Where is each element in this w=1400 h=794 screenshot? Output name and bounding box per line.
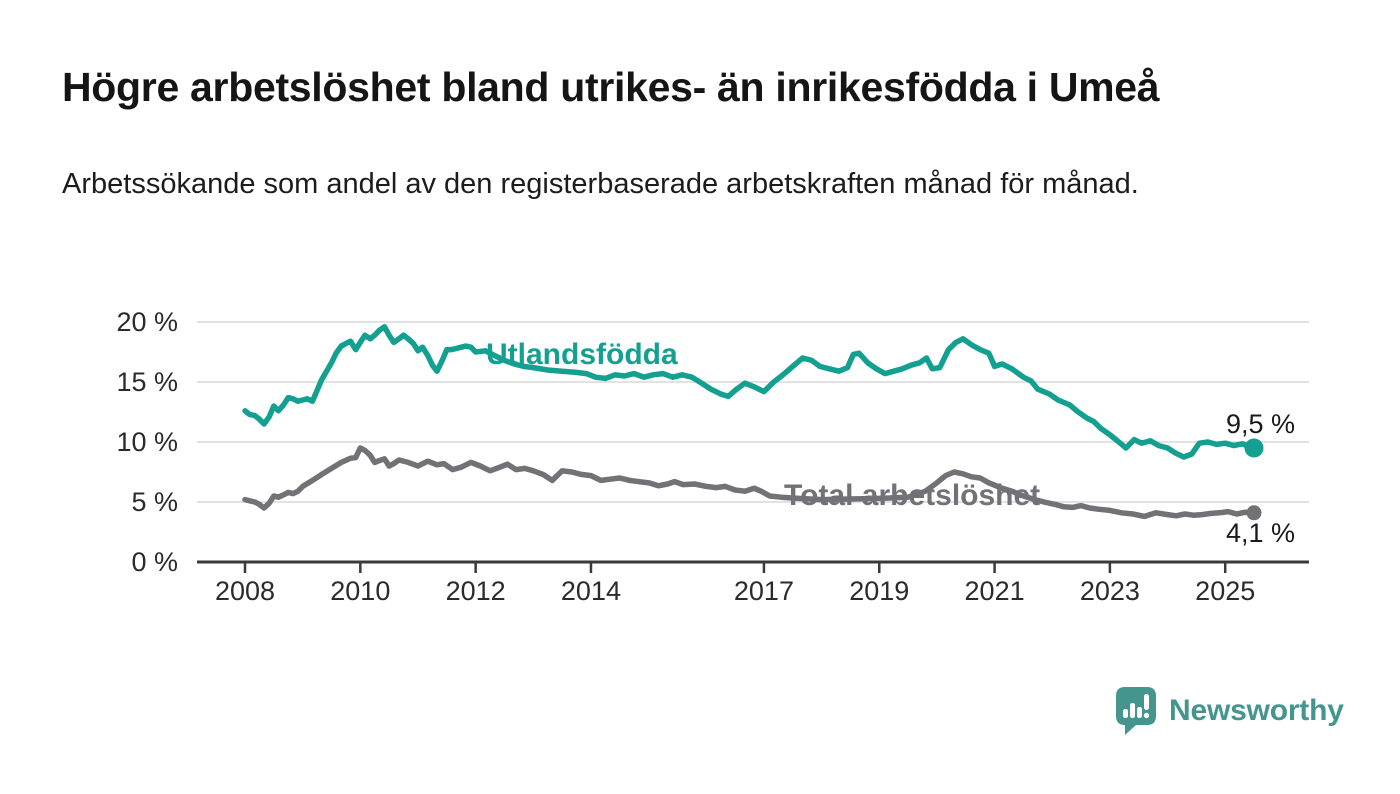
x-tick-label: 2025	[1195, 576, 1255, 606]
chart-title: Högre arbetslöshet bland utrikes- än inr…	[62, 64, 1160, 110]
x-tick-label: 2012	[446, 576, 506, 606]
x-tick-label: 2021	[965, 576, 1025, 606]
x-tick-label: 2014	[561, 576, 621, 606]
series-end-dot-1	[1246, 505, 1262, 521]
y-tick-label: 15 %	[116, 367, 178, 397]
line-chart: 0 % 5 % 10 % 15 % 20 % 2008 2010 2012 2014 2017 20…	[116, 307, 1309, 606]
series-end-dot-0	[1244, 438, 1264, 458]
x-tick-label: 2008	[215, 576, 275, 606]
brand-name: Newsworthy	[1169, 694, 1344, 727]
y-tick-label: 20 %	[116, 307, 178, 337]
series-line-0	[242, 324, 1257, 460]
newsworthy-brand: Newsworthy	[1115, 686, 1344, 736]
x-tick-label: 2010	[330, 576, 390, 606]
end-value-label-total: 4,1 %	[1226, 518, 1296, 548]
chart-subtitle: Arbetssökande som andel av den registerb…	[62, 168, 1139, 200]
series-line-1	[242, 445, 1257, 520]
series-label-utlandsfodda: Utlandsfödda	[486, 338, 678, 371]
chart-plot-area: 0 % 5 % 10 % 15 % 20 % 2008 2010 2012 2014 2017 20…	[116, 307, 1309, 606]
newsworthy-logo-icon	[1116, 687, 1156, 735]
x-tick-label: 2017	[734, 576, 794, 606]
y-tick-label: 5 %	[131, 487, 178, 517]
series-label-total-arbetsloshet: Total arbetslöshet	[784, 479, 1041, 512]
x-tick-label: 2023	[1080, 576, 1140, 606]
x-tick-label: 2019	[849, 576, 909, 606]
y-tick-label: 10 %	[116, 427, 178, 457]
y-tick-label: 0 %	[131, 547, 178, 577]
end-value-label-utlandsfodda: 9,5 %	[1226, 409, 1296, 439]
